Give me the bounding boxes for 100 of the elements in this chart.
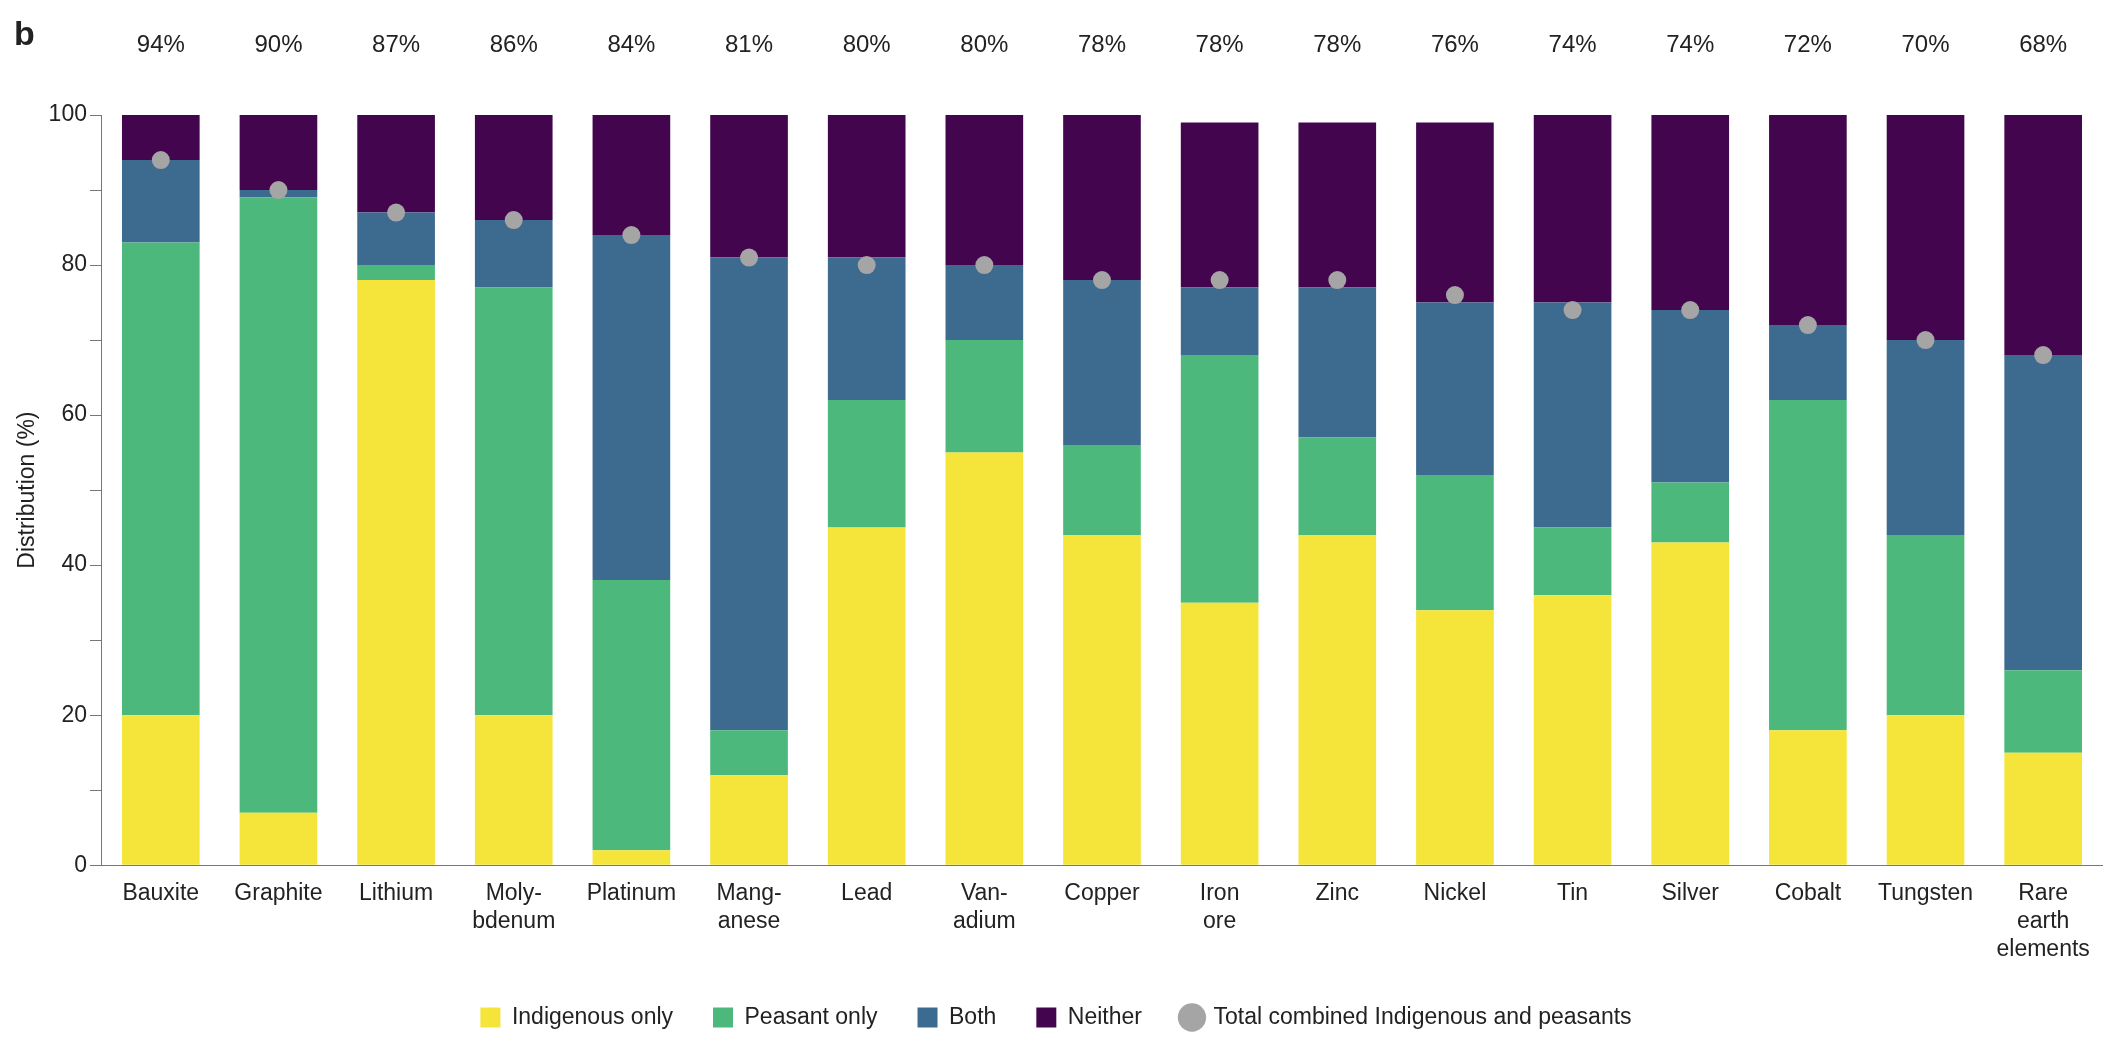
bar [474, 220, 553, 288]
bar [2004, 752, 2082, 865]
bar [474, 715, 553, 865]
data-label: 90% [254, 29, 303, 57]
bar [1886, 535, 1965, 716]
bar [1769, 325, 1847, 401]
bar [357, 280, 435, 865]
bar [1063, 115, 1141, 281]
bar [1416, 475, 1494, 611]
bar [1651, 482, 1730, 543]
data-label: 94% [136, 29, 185, 57]
bar [945, 265, 1024, 341]
bar [1416, 610, 1494, 865]
data-label: 87% [372, 29, 421, 57]
bar [1063, 445, 1141, 536]
data-label: 68% [2019, 29, 2068, 57]
bar [1769, 115, 1847, 326]
point [622, 226, 641, 245]
x-tick-label: Rare earth elements [1996, 879, 2090, 961]
bar [1416, 302, 1494, 476]
bar [1180, 122, 1259, 288]
x-tick-label: Copper [1064, 879, 1141, 906]
data-label: 78% [1195, 29, 1244, 57]
bar [710, 730, 788, 776]
x-tick-label: Mang- anese [716, 879, 782, 933]
bar [121, 115, 200, 161]
point [1681, 301, 1700, 320]
bar [827, 527, 906, 865]
point [2034, 346, 2053, 365]
bar [1769, 400, 1847, 731]
bar [1533, 595, 1612, 865]
bar [710, 115, 788, 258]
bar [1180, 602, 1259, 865]
bar [1651, 310, 1730, 483]
x-tick-label: Tungsten [1878, 879, 1974, 906]
data-label: 78% [1313, 29, 1362, 57]
bar [1298, 287, 1377, 438]
point [1210, 271, 1229, 290]
point [975, 256, 994, 275]
data-label: 76% [1430, 29, 1479, 57]
x-tick-label: Cobalt [1774, 879, 1842, 906]
data-label: 80% [960, 29, 1009, 57]
y-tick-label: 100 [48, 100, 87, 127]
legend-label: Indigenous only [511, 1002, 674, 1029]
bar [1533, 527, 1612, 596]
x-tick-label: Graphite [234, 879, 323, 906]
bar [1180, 287, 1259, 356]
bar [1886, 115, 1965, 341]
bar [474, 287, 553, 716]
bar [710, 257, 788, 731]
point [151, 151, 170, 170]
legend-label: Both [949, 1002, 997, 1029]
legend-label: Peasant only [744, 1002, 879, 1029]
bar [2004, 670, 2082, 753]
y-tick-label: 80 [61, 250, 87, 277]
bar [1298, 535, 1377, 865]
point [1916, 331, 1935, 350]
bar [592, 235, 671, 581]
point [740, 248, 759, 267]
bar [1180, 355, 1259, 603]
bar [1651, 542, 1730, 865]
bar [357, 115, 435, 213]
legend-label: Total combined Indigenous and peasants [1213, 1002, 1632, 1029]
bar [1533, 115, 1612, 303]
bar [121, 242, 200, 716]
bar [592, 850, 671, 865]
bar [2004, 115, 2082, 356]
bar [357, 212, 435, 266]
bar [592, 115, 671, 236]
point [1092, 271, 1111, 290]
x-tick-label: Platinum [586, 879, 677, 906]
bar [1886, 715, 1965, 865]
bar [1651, 115, 1730, 311]
x-tick-label: Silver [1661, 879, 1720, 906]
bar [945, 340, 1024, 453]
data-label: 86% [489, 29, 538, 57]
x-tick-label: Moly- bdenum [472, 879, 556, 933]
point [1563, 301, 1582, 320]
text: b [14, 14, 35, 53]
bar [239, 115, 318, 191]
bar [1886, 340, 1965, 536]
point [1445, 286, 1464, 305]
x-tick-label: Nickel [1423, 879, 1487, 906]
data-label: 70% [1901, 29, 1950, 57]
bar [827, 115, 906, 258]
y-axis-title: Distribution (%) [13, 411, 40, 569]
bar [710, 775, 788, 865]
bar [1063, 280, 1141, 446]
bar [592, 580, 671, 851]
bar [945, 115, 1024, 266]
bar [121, 160, 200, 243]
bar [1298, 122, 1377, 288]
y-tick-label: 60 [61, 400, 87, 427]
bar [945, 452, 1024, 865]
data-label: 81% [725, 29, 774, 57]
bar [239, 812, 318, 865]
x-tick-label: Zinc [1315, 879, 1360, 906]
y-tick-label: 0 [74, 850, 87, 877]
x-tick-label: Tin [1557, 879, 1589, 906]
x-tick-label: Bauxite [122, 879, 200, 906]
